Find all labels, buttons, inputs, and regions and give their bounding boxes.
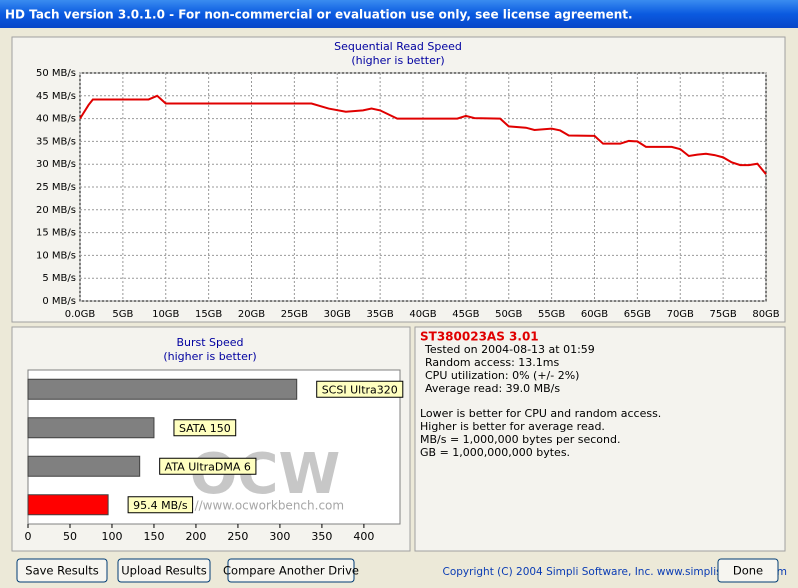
- x-tick-label: 10GB: [152, 309, 179, 320]
- x-tick-label: 50GB: [495, 309, 522, 320]
- note-line: Higher is better for average read.: [420, 420, 605, 433]
- read-subtitle: (higher is better): [351, 54, 444, 67]
- bar-label: SCSI Ultra320: [322, 383, 398, 396]
- y-tick-label: 35 MB/s: [36, 136, 76, 147]
- result-line: CPU utilization: 0% (+/- 2%): [425, 369, 579, 382]
- x-tick-label: 20GB: [238, 309, 265, 320]
- bar-label-box: [127, 496, 194, 514]
- x-tick-label: 200: [185, 530, 206, 543]
- button-label[interactable]: Upload Results: [121, 564, 206, 578]
- x-tick-label: 400: [353, 530, 374, 543]
- result-line: Tested on 2004-08-13 at 01:59: [424, 343, 595, 356]
- x-tick-label: 75GB: [709, 309, 736, 320]
- x-tick-label: 80GB: [752, 309, 779, 320]
- x-tick-label: 45GB: [452, 309, 479, 320]
- y-tick-label: 25 MB/s: [36, 182, 76, 193]
- read-title: Sequential Read Speed: [334, 40, 462, 53]
- burst-title: Burst Speed: [176, 336, 243, 349]
- button-label[interactable]: Compare Another Drive: [223, 564, 359, 578]
- bar-label-box: [316, 380, 404, 398]
- bar-label: 95.4 MB/s: [133, 499, 188, 512]
- x-tick-label: 150: [143, 530, 164, 543]
- button-label[interactable]: Save Results: [25, 564, 98, 578]
- x-tick-label: 35GB: [366, 309, 393, 320]
- result-line: Average read: 39.0 MB/s: [425, 382, 560, 395]
- button[interactable]: [117, 558, 211, 583]
- y-tick-label: 30 MB/s: [36, 159, 76, 170]
- burst-bar: [27, 417, 155, 439]
- x-tick-label: 70GB: [667, 309, 694, 320]
- note-line: MB/s = 1,000,000 bytes per second.: [420, 433, 620, 446]
- button[interactable]: [227, 558, 355, 583]
- x-tick-label: 55GB: [538, 309, 565, 320]
- x-tick-label: 15GB: [195, 309, 222, 320]
- y-tick-label: 45 MB/s: [36, 91, 76, 102]
- x-tick-label: 50: [63, 530, 77, 543]
- button-label[interactable]: Done: [733, 564, 763, 578]
- button[interactable]: [717, 558, 779, 583]
- bar-label-box: [173, 419, 237, 437]
- note-line: GB = 1,000,000,000 bytes.: [420, 446, 570, 459]
- burst-bar: [27, 378, 298, 400]
- bar-label-box: [159, 457, 257, 475]
- title-bar: [0, 0, 798, 28]
- info-panel: [414, 326, 786, 552]
- burst-bar: [27, 455, 141, 477]
- y-tick-label: 0 MB/s: [42, 296, 76, 307]
- x-tick-label: 5GB: [112, 309, 133, 320]
- read-speed-line: [79, 94, 767, 175]
- note-line: Lower is better for CPU and random acces…: [420, 407, 661, 420]
- bar-label: ATA UltraDMA 6: [165, 460, 251, 473]
- y-tick-label: 50 MB/s: [36, 68, 76, 79]
- y-tick-label: 40 MB/s: [36, 114, 76, 125]
- x-tick-label: 0.0GB: [65, 309, 96, 320]
- burst-bar: [27, 494, 109, 516]
- x-tick-label: 250: [227, 530, 248, 543]
- button[interactable]: [16, 558, 108, 583]
- x-tick-label: 0: [25, 530, 32, 543]
- copyright: Copyright (C) 2004 Simpli Software, Inc.…: [443, 566, 787, 578]
- x-tick-label: 300: [269, 530, 290, 543]
- y-tick-label: 20 MB/s: [36, 205, 76, 216]
- y-tick-label: 5 MB/s: [42, 273, 76, 284]
- window-title: HD Tach version 3.0.1.0 - For non-commer…: [5, 8, 633, 22]
- x-tick-label: 40GB: [409, 309, 436, 320]
- bar-label: SATA 150: [179, 422, 231, 435]
- y-tick-label: 10 MB/s: [36, 250, 76, 261]
- drive-name: ST380023AS 3.01: [420, 330, 539, 344]
- burst-subtitle: (higher is better): [163, 350, 256, 363]
- result-line: Random access: 13.1ms: [425, 356, 560, 369]
- x-tick-label: 350: [311, 530, 332, 543]
- x-tick-label: 100: [101, 530, 122, 543]
- x-tick-label: 60GB: [581, 309, 608, 320]
- x-tick-label: 25GB: [281, 309, 308, 320]
- watermark-url: http://www.ocworkbench.com: [166, 499, 344, 513]
- x-tick-label: 30GB: [324, 309, 351, 320]
- x-tick-label: 65GB: [624, 309, 651, 320]
- y-tick-label: 15 MB/s: [36, 228, 76, 239]
